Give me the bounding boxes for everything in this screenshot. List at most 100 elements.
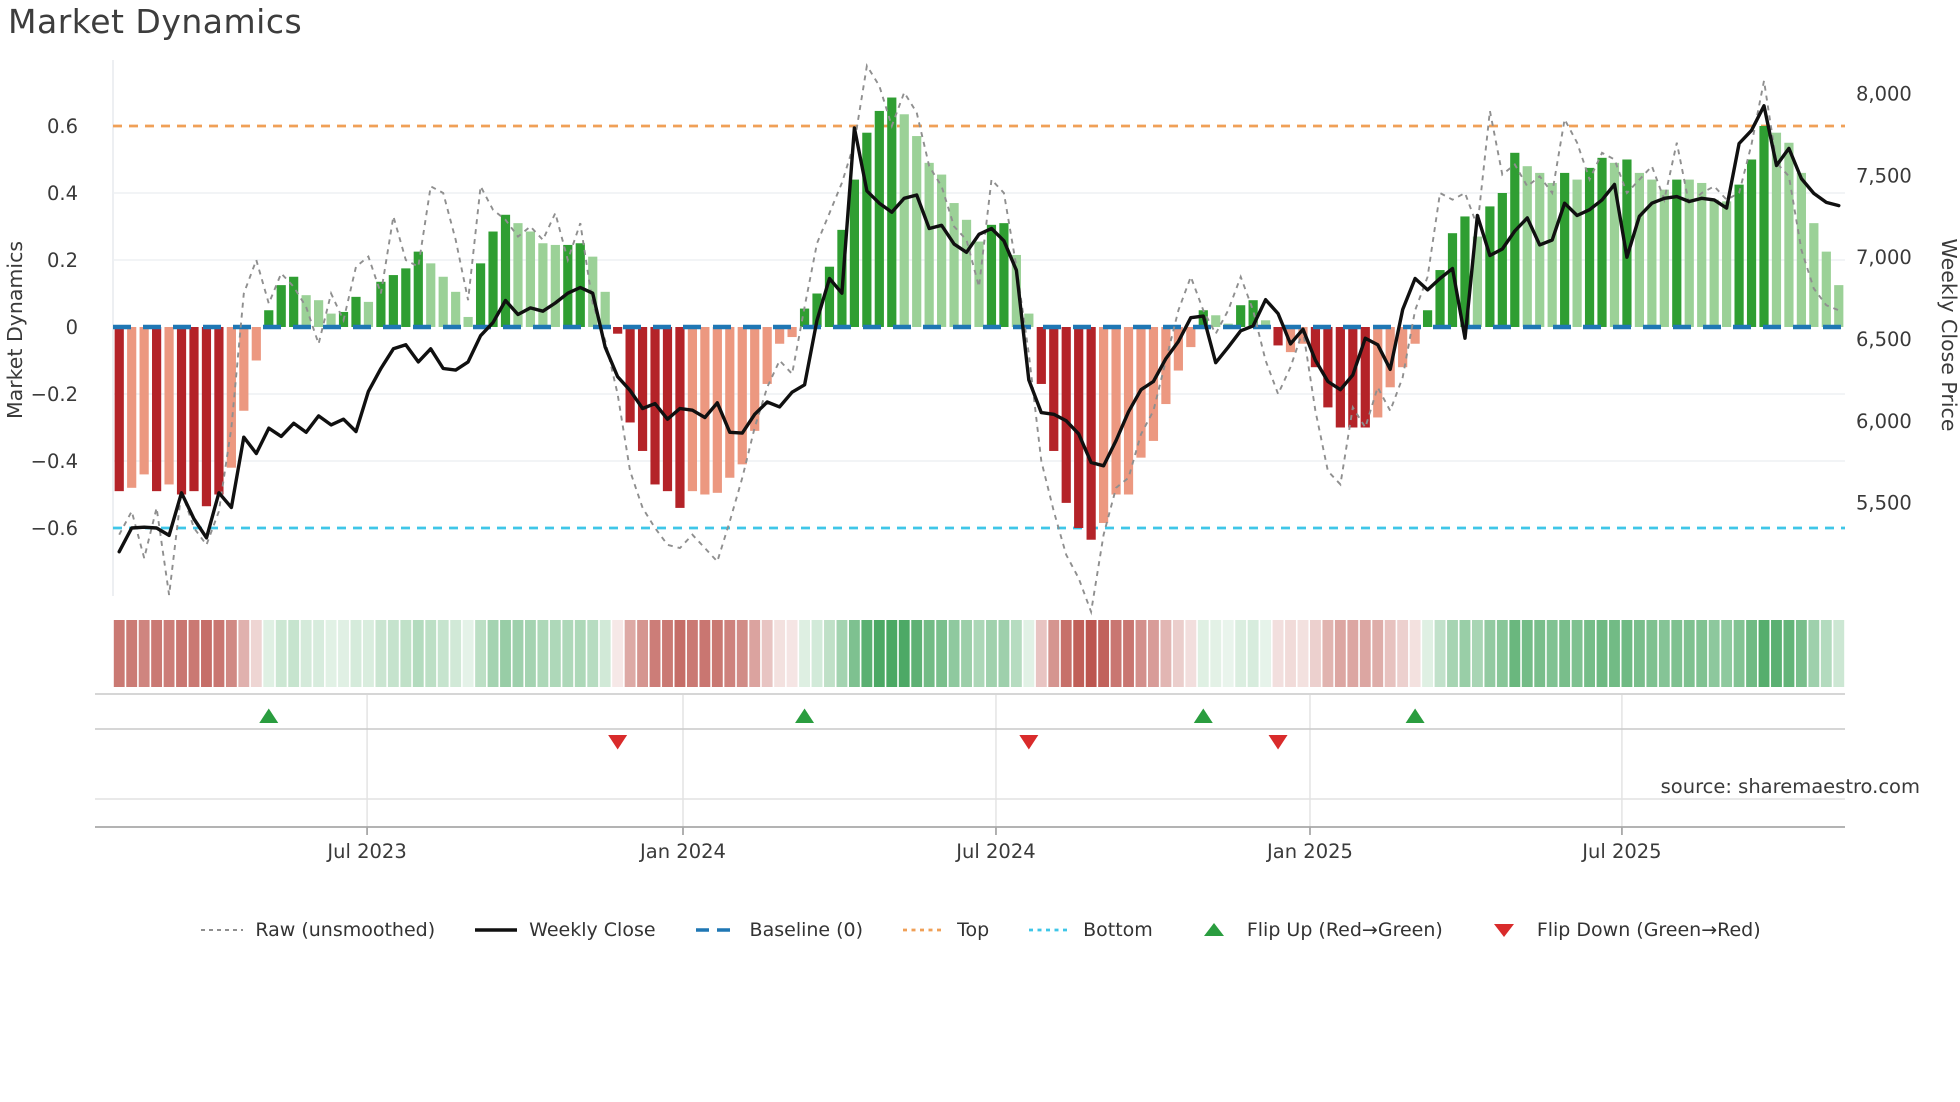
heatmap-cell bbox=[1260, 620, 1272, 687]
flip-up-marker bbox=[795, 708, 815, 723]
oscillator-bar bbox=[1485, 206, 1495, 327]
heatmap-cell bbox=[1085, 620, 1097, 687]
oscillator-bar bbox=[1011, 254, 1021, 327]
heatmap-cell bbox=[512, 620, 524, 687]
oscillator-bar bbox=[1385, 327, 1395, 388]
oscillator-bar bbox=[451, 291, 461, 327]
oscillator-bar bbox=[376, 281, 386, 327]
heatmap-cell bbox=[948, 620, 960, 687]
regime-heatmap-strip bbox=[113, 620, 1845, 687]
heatmap-cell bbox=[1646, 620, 1658, 687]
legend-item-raw[interactable]: Raw (unsmoothed) bbox=[199, 919, 435, 941]
oscillator-bar bbox=[750, 327, 760, 431]
x-tick-label: Jul 2025 bbox=[1580, 840, 1661, 863]
oscillator-bar bbox=[1024, 313, 1034, 327]
heatmap-cell bbox=[1820, 620, 1832, 687]
left-tick-label: −0.6 bbox=[31, 517, 78, 540]
heatmap-cell bbox=[1571, 620, 1583, 687]
heatmap-cell bbox=[624, 620, 636, 687]
oscillator-bar bbox=[139, 327, 149, 475]
heatmap-cell bbox=[1135, 620, 1147, 687]
source-note: source: sharemaestro.com bbox=[1661, 775, 1920, 798]
oscillator-bar bbox=[1410, 327, 1420, 344]
heatmap-cell bbox=[699, 620, 711, 687]
heatmap-cell bbox=[1609, 620, 1620, 687]
oscillator-bar bbox=[712, 327, 722, 493]
oscillator-bar bbox=[301, 295, 311, 327]
heatmap-cell bbox=[325, 620, 337, 687]
heatmap-cell bbox=[1110, 620, 1122, 687]
heatmap-cell bbox=[363, 620, 374, 687]
top-legend-swatch bbox=[903, 928, 946, 932]
flip-down-legend-swatch bbox=[1493, 924, 1514, 937]
left-tick-label: 0.6 bbox=[47, 115, 78, 138]
oscillator-bar bbox=[438, 276, 448, 327]
oscillator-bar bbox=[1771, 132, 1782, 327]
oscillator-bar bbox=[289, 276, 299, 327]
flip-up-legend-swatch bbox=[1203, 923, 1224, 936]
left-axis-title: Market Dynamics bbox=[3, 241, 27, 419]
flip-up-marker bbox=[1193, 708, 1213, 723]
oscillator-bar bbox=[762, 327, 772, 384]
oscillator-bar bbox=[937, 174, 947, 327]
flip-down-marker bbox=[1019, 735, 1039, 750]
flip-up-marker bbox=[1405, 708, 1425, 723]
right-tick-label: 7,000 bbox=[1856, 246, 1912, 269]
x-tick-label: Jul 2024 bbox=[954, 840, 1035, 863]
heatmap-cell bbox=[524, 620, 536, 687]
left-tick-label: 0 bbox=[66, 316, 78, 339]
heatmap-cell bbox=[1148, 620, 1159, 687]
oscillator-bar bbox=[1697, 182, 1707, 327]
legend-item-flip-down[interactable]: Flip Down (Green→Red) bbox=[1481, 919, 1761, 941]
heatmap-cell bbox=[313, 620, 325, 687]
heatmap-cell bbox=[562, 620, 574, 687]
heatmap-cell bbox=[1771, 620, 1782, 687]
oscillator-bar bbox=[575, 243, 585, 327]
oscillator-bar bbox=[189, 327, 199, 492]
right-tick-label: 6,500 bbox=[1856, 328, 1912, 351]
flip-up-marker bbox=[259, 708, 279, 723]
legend-item-top[interactable]: Top bbox=[901, 919, 989, 941]
right-tick-label: 5,500 bbox=[1856, 492, 1912, 515]
right-axis-title: Weekly Close Price bbox=[1937, 239, 1960, 432]
heatmap-cell bbox=[923, 620, 935, 687]
oscillator-bar bbox=[1597, 157, 1607, 327]
heatmap-cell bbox=[1222, 620, 1234, 687]
heatmap-cell bbox=[1708, 620, 1720, 687]
heatmap-cell bbox=[612, 620, 624, 687]
right-tick-label: 6,000 bbox=[1856, 410, 1912, 433]
right-axis-ticks: 8,000 7,500 7,000 6,500 6,000 5,500 bbox=[1856, 83, 1912, 515]
x-tick-label: Jan 2025 bbox=[1265, 840, 1353, 863]
oscillator-bar bbox=[1422, 310, 1433, 327]
heatmap-cell bbox=[1172, 620, 1184, 687]
oscillator-bar bbox=[264, 310, 274, 327]
legend-label: Baseline (0) bbox=[749, 919, 864, 941]
oscillator-bar bbox=[525, 231, 536, 327]
oscillator-bar bbox=[563, 244, 573, 327]
heatmap-cell bbox=[1334, 620, 1346, 687]
oscillator-bar bbox=[426, 263, 436, 327]
legend-label: Flip Up (Red→Green) bbox=[1246, 919, 1443, 941]
oscillator-bar bbox=[550, 244, 560, 327]
legend-item-close[interactable]: Weekly Close bbox=[473, 919, 656, 941]
raw-legend-swatch bbox=[201, 929, 244, 931]
heatmap-cell bbox=[201, 620, 212, 687]
oscillator-bar bbox=[1472, 236, 1483, 327]
oscillator-bar bbox=[276, 285, 286, 327]
legend-item-baseline[interactable]: Baseline (0) bbox=[694, 919, 864, 941]
oscillator-bar bbox=[1161, 327, 1171, 405]
heatmap-cell bbox=[824, 620, 835, 687]
heatmap-cell bbox=[637, 620, 648, 687]
oscillator-bar bbox=[600, 291, 610, 327]
heatmap-cell bbox=[1359, 620, 1371, 687]
legend-item-bottom[interactable]: Bottom bbox=[1027, 919, 1153, 941]
heatmap-cell bbox=[749, 620, 761, 687]
legend-item-flip-up[interactable]: Flip Up (Red→Green) bbox=[1191, 919, 1443, 941]
heatmap-cell bbox=[786, 620, 798, 687]
oscillator-bar bbox=[1497, 193, 1507, 327]
page-title: Market Dynamics bbox=[8, 2, 303, 41]
left-tick-label: 0.2 bbox=[47, 249, 78, 272]
heatmap-cell bbox=[1696, 620, 1708, 687]
heatmap-cell bbox=[886, 620, 898, 687]
heatmap-cell bbox=[250, 620, 262, 687]
